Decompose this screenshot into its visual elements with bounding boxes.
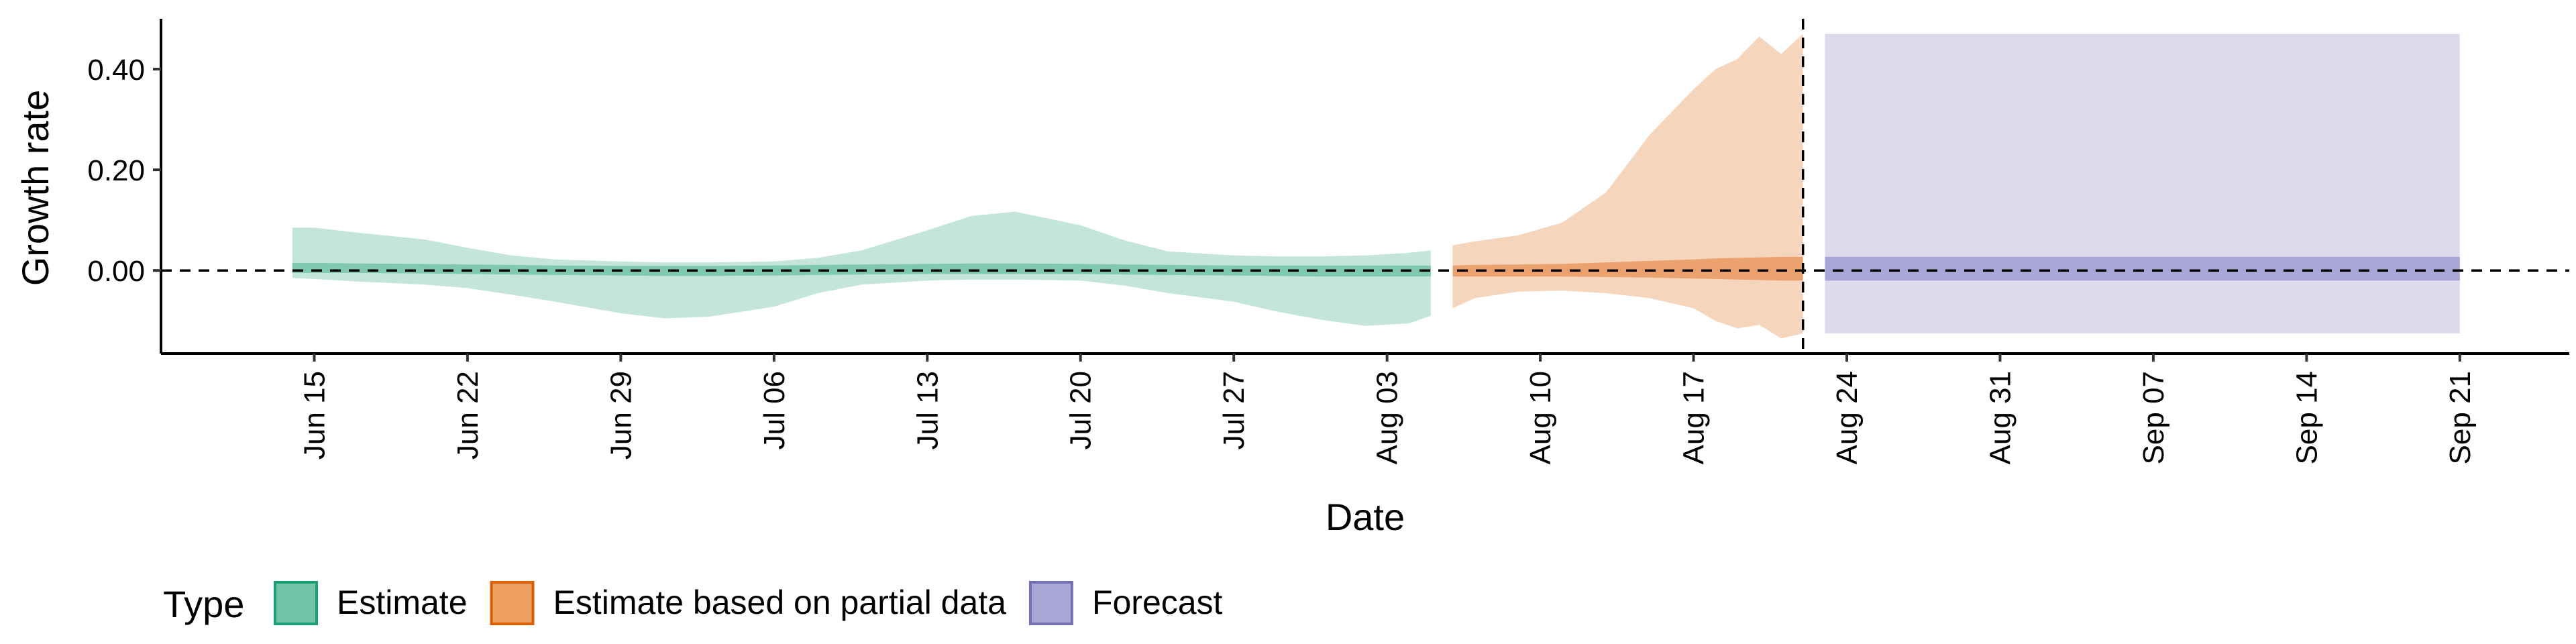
ribbon-layer [292,34,2460,339]
x-tick-label: Jun 22 [451,371,484,460]
x-tick-label: Sep 14 [2290,371,2323,464]
y-tick-label: 0.20 [87,154,145,187]
legend-label-2: Estimate based on partial data [553,584,1007,621]
x-tick-label: Aug 17 [1678,371,1711,464]
x-tick-label: Jul 13 [911,371,944,449]
partial-band-90 [1452,34,1803,339]
x-tick-label: Aug 03 [1371,371,1404,464]
x-ticks: Jun 15 Jun 22 Jun 29 Jul 06 Jul 13 Jul 20 Jul … [299,354,2477,464]
x-tick-label: Aug 10 [1524,371,1557,464]
x-tick-label: Jul 06 [758,371,791,449]
x-tick-label: Aug 24 [1831,371,1864,464]
partial-band-50 [1452,256,1803,281]
x-axis-label: Date [1326,496,1405,538]
x-tick-label: Jul 20 [1065,371,1097,449]
y-axis-label: Growth rate [14,90,56,286]
legend: Type Estimate Estimate based on partial d… [163,581,1223,625]
x-tick-label: Sep 07 [2137,371,2170,464]
x-tick-label: Jul 27 [1218,371,1250,449]
forecast-band-50 [1825,256,2460,281]
x-tick-label: Sep 21 [2444,371,2477,464]
reference-lines [161,19,2569,354]
legend-swatch-2 [490,581,535,625]
x-tick-label: Jun 15 [299,371,331,460]
legend-label-3: Forecast [1092,584,1223,621]
legend-label-1: Estimate [337,584,468,621]
y-tick-label: 0.40 [87,54,145,87]
forecast-band-90 [1825,34,2460,333]
legend-title: Type [163,583,244,625]
axes [160,19,2569,355]
x-tick-label: Jun 29 [604,371,637,460]
legend-swatch-3 [1028,581,1073,625]
y-ticks: 0.40 0.20 0.00 [87,54,161,288]
legend-swatch-1 [274,581,318,625]
x-tick-label: Aug 31 [1984,371,2017,464]
y-tick-label: 0.00 [87,255,145,288]
